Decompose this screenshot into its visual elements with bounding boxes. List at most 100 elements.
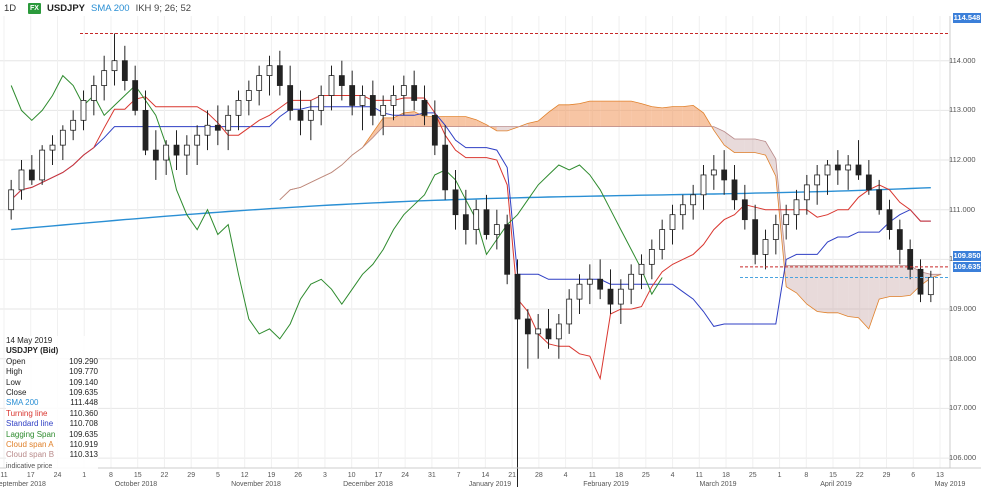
candle-body (483, 209, 490, 235)
timeframe-label[interactable]: 1D (4, 2, 17, 14)
cloud-segment (879, 265, 890, 300)
info-row-label: Turning line (6, 408, 48, 418)
candle-body (318, 95, 325, 111)
candle-body (183, 144, 190, 156)
candle-body (493, 224, 500, 235)
candle-body (927, 277, 934, 296)
cloud-segment (589, 101, 601, 127)
candle-body (163, 144, 170, 161)
x-tick-day: 17 (27, 472, 35, 479)
candle-body (473, 209, 480, 230)
candle-body (638, 263, 645, 275)
cloud-segment (445, 116, 456, 127)
price-tag-support: 109.850 (953, 251, 981, 261)
symbol-label[interactable]: USDJPY (47, 2, 86, 14)
candle-body (690, 194, 697, 206)
candle-body (70, 119, 77, 131)
candle-body (421, 100, 428, 116)
candle-body (80, 100, 87, 121)
x-tick-day: 6 (911, 472, 915, 479)
info-row-value: 109.770 (69, 367, 98, 377)
cloud-span-a-line (279, 100, 942, 330)
candle-body (101, 70, 108, 86)
y-tick-label: 108.000 (949, 353, 977, 363)
candle-body (576, 283, 583, 300)
x-tick-day: 4 (564, 472, 568, 479)
x-tick-day: 29 (883, 472, 891, 479)
cloud-span-b-line (279, 126, 942, 275)
info-row: Cloud span A 110.919 (6, 440, 98, 450)
candle-body (566, 298, 573, 325)
candle-body (400, 85, 407, 96)
info-row-value: 109.635 (69, 429, 98, 439)
candle-body (266, 65, 273, 77)
candle-body (514, 273, 521, 320)
x-tick-day: 18 (722, 472, 730, 479)
candle-body (814, 174, 821, 186)
info-row-value: 110.313 (69, 450, 98, 460)
info-row-label: Standard line (6, 419, 54, 429)
sma-indicator-label[interactable]: SMA 200 (91, 2, 130, 14)
ikh-indicator-label[interactable]: IKH 9; 26; 52 (135, 2, 192, 14)
info-row-label: High (6, 367, 23, 377)
cloud-segment (672, 106, 683, 127)
candle-body (659, 229, 666, 250)
x-tick-day: 13 (936, 472, 944, 479)
cloud-segment (817, 265, 828, 313)
candle-body (142, 109, 149, 151)
info-row-value: 110.919 (69, 440, 98, 450)
x-tick-day: 1 (82, 472, 86, 479)
candle-body (235, 100, 242, 116)
candle-body (793, 199, 800, 216)
candle-body (855, 164, 862, 176)
cloud-segment (372, 117, 384, 138)
x-tick-day: 31 (428, 472, 436, 479)
candle-body (772, 224, 779, 240)
candle-body (669, 214, 676, 230)
price-tag-close: 109.635 (953, 262, 981, 272)
x-tick-day: 8 (109, 472, 113, 479)
candle-body (648, 249, 655, 265)
info-row: Lagging Span 109.635 (6, 430, 98, 440)
candle-body (28, 169, 35, 181)
x-tick-day: 25 (749, 472, 757, 479)
x-tick-day: 29 (187, 472, 195, 479)
cloud-segment (600, 101, 611, 127)
cloud-segment (682, 105, 694, 127)
candle-body (349, 85, 356, 106)
candle-body (297, 109, 304, 121)
lagging-span-line (10, 74, 663, 340)
cloud-segment (610, 101, 621, 127)
x-tick-day: 28 (535, 472, 543, 479)
candle-body (90, 85, 97, 101)
info-row-label: Close (6, 388, 27, 398)
x-tick-month: December 2018 (343, 481, 393, 487)
info-row-label: Cloud span A (6, 440, 54, 450)
cloud-segment (393, 112, 404, 127)
x-tick-day: 15 (829, 472, 837, 479)
cloud-segment (527, 121, 539, 127)
candle-body (917, 268, 924, 295)
x-tick-day: 7 (457, 472, 461, 479)
info-row-value: 110.708 (69, 419, 98, 429)
indicator-lines (10, 74, 942, 381)
candle-body (907, 249, 914, 270)
candle-body (762, 239, 769, 255)
candle-body (442, 144, 449, 191)
cloud-segment (744, 139, 756, 153)
cloud-segment (827, 265, 838, 313)
candle-body (111, 60, 118, 72)
y-tick-label: 112.000 (949, 155, 976, 165)
fx-flag-icon: FX (28, 2, 41, 14)
x-tick-day: 17 (375, 472, 383, 479)
candle-body (173, 144, 180, 156)
cloud-segment (806, 265, 818, 312)
x-tick-day: 11 (696, 472, 703, 479)
candle-body (896, 229, 903, 250)
y-tick-label: 107.000 (949, 403, 977, 413)
candle-body (431, 114, 438, 146)
candle-body (49, 144, 56, 151)
candle-body (328, 75, 335, 96)
info-row: Standard line 110.708 (6, 419, 98, 429)
